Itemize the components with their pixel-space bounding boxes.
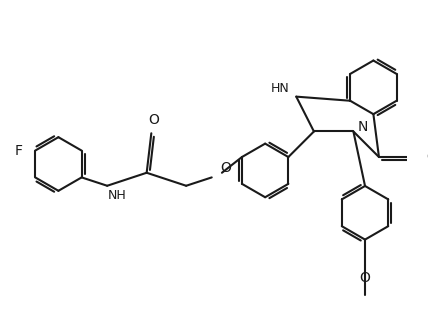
Text: N: N: [357, 120, 368, 134]
Text: F: F: [15, 144, 23, 157]
Text: O: O: [148, 113, 159, 127]
Text: HN: HN: [270, 82, 289, 95]
Text: NH: NH: [108, 190, 127, 202]
Text: O: O: [360, 271, 371, 285]
Text: O: O: [220, 161, 231, 175]
Text: O: O: [426, 150, 428, 164]
